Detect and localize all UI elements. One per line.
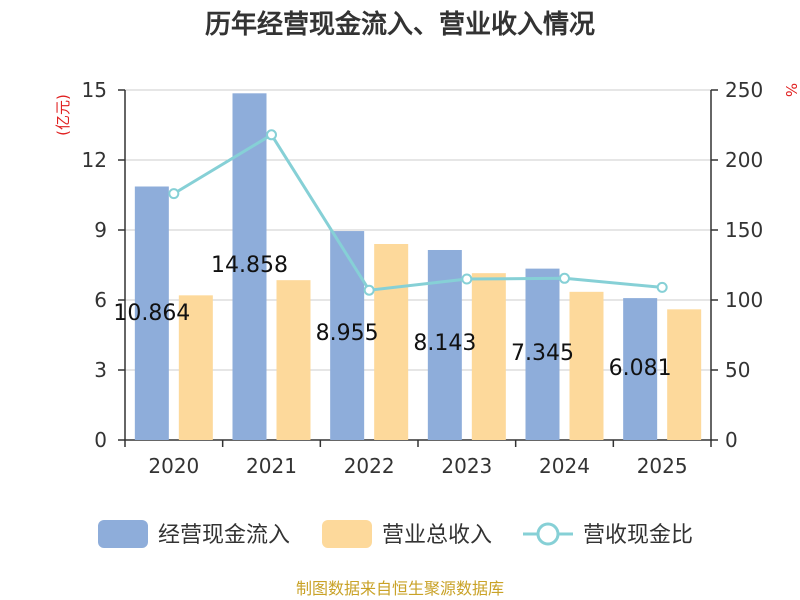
x-tick-label: 2025 — [637, 454, 688, 478]
left-tick-label: 6 — [94, 288, 107, 312]
ratio-point — [559, 272, 570, 284]
bar-data-label: 14.858 — [211, 253, 288, 278]
right-tick-label: 0 — [725, 428, 738, 452]
right-tick-label: 200 — [725, 148, 763, 172]
left-tick-label: 0 — [94, 428, 107, 452]
left-axis-unit: (亿元) — [54, 94, 72, 136]
bars — [134, 93, 702, 441]
bar-data-label: 10.864 — [113, 301, 190, 326]
left-tick-label: 3 — [94, 358, 107, 382]
ratio-point — [656, 281, 668, 293]
x-tick-label: 2022 — [344, 454, 395, 478]
revenue-bar — [471, 273, 506, 440]
cash-inflow-bar — [525, 268, 560, 440]
legend-label-ratio: 营收现金比 — [583, 523, 693, 548]
revenue-bar — [569, 291, 604, 440]
cash-inflow-bar — [623, 298, 658, 440]
revenue-bar — [276, 280, 311, 440]
legend: 经营现金流入 营业总收入 营收现金比 — [98, 520, 693, 548]
legend-marker-ratio — [536, 522, 560, 546]
left-tick-label: 9 — [94, 218, 107, 242]
ratio-line-path — [173, 132, 663, 292]
cash-inflow-bar — [330, 231, 365, 440]
right-axis-unit: % — [782, 83, 800, 97]
revenue-bar — [374, 244, 409, 440]
legend-label-cash-inflow: 经营现金流入 — [158, 523, 290, 548]
data-labels: 10.864 14.858 8.955 8.143 7.345 6.081 — [113, 253, 671, 381]
ratio-point — [461, 273, 473, 285]
right-tick-label: 250 — [725, 78, 763, 102]
ratio-point — [168, 188, 180, 200]
bar-data-label: 8.955 — [316, 321, 379, 346]
right-tick-label: 50 — [725, 358, 750, 382]
x-tick-label: 2021 — [246, 454, 297, 478]
source-note: 制图数据来自恒生聚源数据库 — [296, 579, 504, 598]
chart-title: 历年经营现金流入、营业收入情况 — [205, 9, 595, 40]
revenue-bar — [667, 309, 702, 440]
left-tick-label: 12 — [82, 148, 107, 172]
ratio-point — [363, 284, 375, 296]
x-tick-label: 2024 — [539, 454, 590, 478]
cash-inflow-bar — [134, 186, 169, 440]
bar-data-label: 7.345 — [511, 341, 574, 366]
legend-label-revenue: 营业总收入 — [382, 523, 492, 548]
ratio-line — [168, 129, 668, 296]
x-tick-label: 2023 — [441, 454, 492, 478]
legend-swatch-revenue — [322, 520, 372, 548]
right-tick-label: 150 — [725, 218, 763, 242]
legend-swatch-cash-inflow — [98, 520, 148, 548]
left-tick-label: 15 — [82, 78, 107, 102]
bar-data-label: 8.143 — [413, 331, 476, 356]
ratio-point — [266, 129, 277, 141]
cash-inflow-bar — [232, 93, 267, 441]
revenue-bar — [178, 295, 213, 440]
bar-data-label: 6.081 — [609, 356, 672, 381]
right-tick-label: 100 — [725, 288, 763, 312]
x-tick-label: 2020 — [148, 454, 199, 478]
